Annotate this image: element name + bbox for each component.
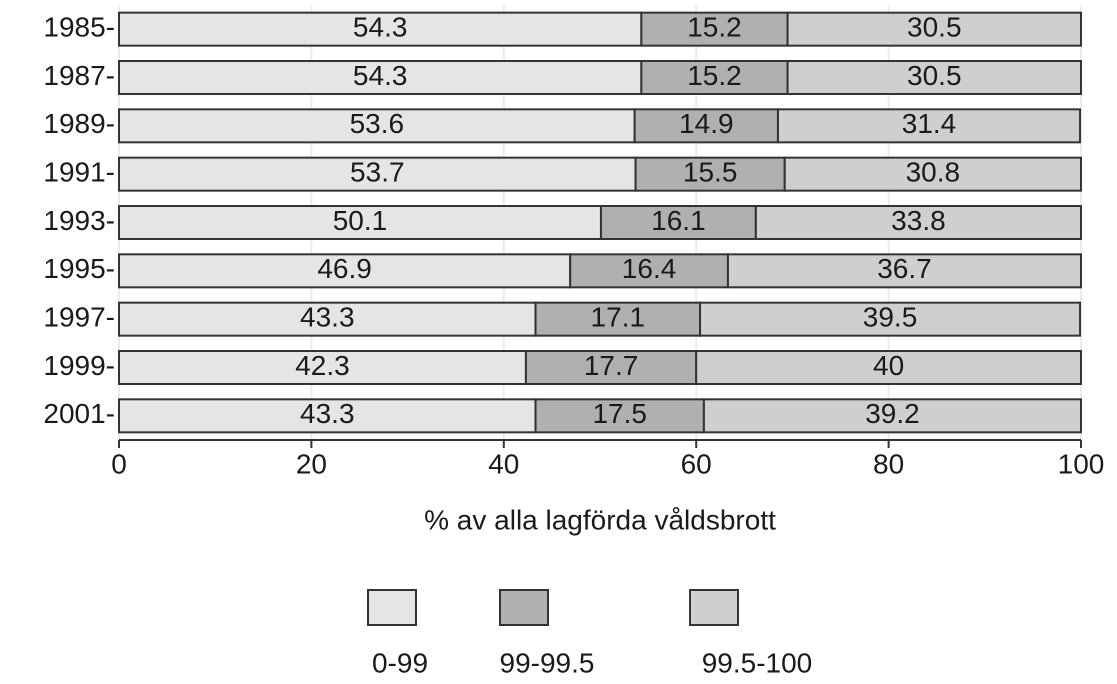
data-label: 14.9	[679, 108, 734, 139]
bar-segment	[634, 156, 786, 192]
data-label: 53.7	[350, 157, 405, 188]
y-tick-label: 2001-	[43, 398, 115, 429]
y-tick-label: 1997-	[43, 302, 115, 333]
data-label: 40	[873, 350, 904, 381]
bar-segment	[754, 205, 1082, 240]
data-label: 53.6	[350, 108, 405, 139]
legend-swatch	[499, 589, 549, 626]
data-label: 46.9	[317, 253, 372, 284]
data-label: 39.2	[865, 398, 920, 429]
bar-segment	[569, 253, 729, 289]
data-label: 15.2	[687, 12, 742, 43]
bar-segment	[118, 398, 537, 434]
bar-segment	[640, 60, 789, 95]
bar-segment	[118, 156, 637, 192]
bar-segment	[118, 253, 572, 289]
bar-segment	[783, 156, 1082, 192]
data-label: 30.8	[906, 157, 961, 188]
data-label: 16.1	[651, 205, 706, 236]
data-label: 50.1	[333, 205, 388, 236]
bar-segment	[118, 108, 636, 144]
x-tick-label: 60	[681, 448, 712, 479]
y-tick-label: 1993-	[43, 205, 115, 236]
y-tick-label: 1999-	[43, 350, 115, 381]
bar-segment	[786, 11, 1083, 47]
data-label: 42.3	[295, 350, 350, 381]
y-tick-label: 1995-	[43, 253, 115, 284]
legend-swatch	[689, 589, 739, 626]
bar-segment	[534, 301, 702, 337]
bar-segment	[776, 108, 1082, 144]
x-tick-label: 20	[296, 448, 327, 479]
data-label: 17.1	[591, 302, 646, 333]
bar-segment	[599, 205, 757, 240]
legend-label: 99.5-100	[702, 647, 813, 678]
data-label: 17.5	[592, 398, 647, 429]
x-tick-label: 100	[1058, 448, 1105, 479]
bar-segment	[786, 60, 1083, 95]
bar-segment	[118, 350, 527, 385]
data-label: 15.5	[683, 157, 738, 188]
bar-segment	[640, 11, 789, 47]
data-label: 30.5	[907, 12, 962, 43]
data-label: 15.2	[687, 60, 742, 91]
data-label: 16.4	[622, 253, 677, 284]
y-tick-label: 1991-	[43, 157, 115, 188]
bar-segment	[695, 350, 1082, 385]
y-tick-label: 1985-	[43, 12, 115, 43]
y-tick-label: 1987-	[43, 60, 115, 91]
bar-segment	[702, 398, 1082, 434]
bar-segment	[534, 398, 705, 434]
bar-segment	[699, 301, 1082, 337]
legend-label: 99-99.5	[500, 647, 595, 678]
bar-segment	[118, 205, 602, 240]
data-label: 30.5	[907, 60, 962, 91]
x-tick-label: 40	[488, 448, 519, 479]
bar-segment	[118, 301, 537, 337]
bar-segment	[118, 60, 643, 95]
y-tick-label: 1989-	[43, 108, 115, 139]
data-label: 43.3	[300, 302, 355, 333]
data-label: 54.3	[353, 60, 408, 91]
x-tick-label: 80	[873, 448, 904, 479]
data-label: 39.5	[863, 302, 918, 333]
data-label: 54.3	[353, 12, 408, 43]
legend-swatch	[367, 589, 417, 626]
bar-segment	[726, 253, 1082, 289]
data-label: 33.8	[891, 205, 946, 236]
legend-label: 0-99	[372, 647, 428, 678]
x-tick-label: 0	[111, 448, 127, 479]
data-label: 17.7	[584, 350, 639, 381]
data-label: 31.4	[902, 108, 957, 139]
data-label: 43.3	[300, 398, 355, 429]
x-axis-title: % av alla lagförda våldsbrott	[424, 504, 776, 535]
data-label: 36.7	[877, 253, 932, 284]
